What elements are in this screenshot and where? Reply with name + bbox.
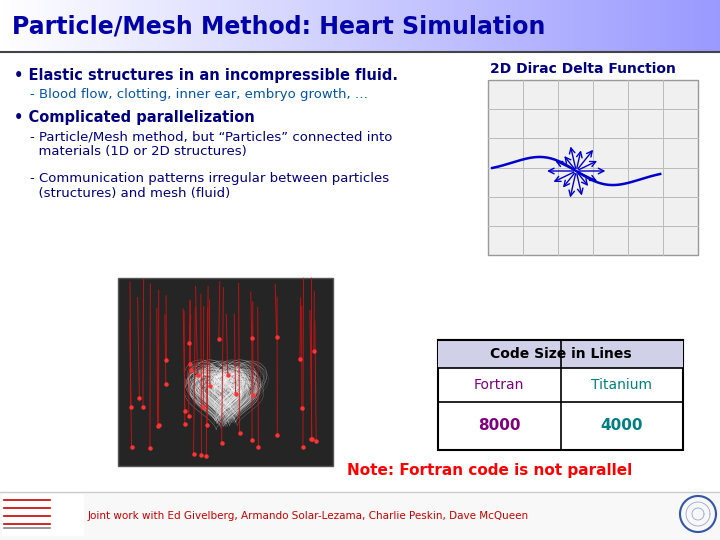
Text: • Elastic structures in an incompressible fluid.: • Elastic structures in an incompressibl… (14, 68, 398, 83)
Text: 4000: 4000 (600, 418, 643, 434)
Text: Particle/Mesh Method: Heart Simulation: Particle/Mesh Method: Heart Simulation (12, 14, 545, 38)
Text: • Complicated parallelization: • Complicated parallelization (14, 110, 255, 125)
Bar (488, 80, 698, 255)
Text: - Communication patterns irregular between particles
  (structures) and mesh (fl: - Communication patterns irregular betwe… (30, 172, 389, 200)
Text: - Blood flow, clotting, inner ear, embryo growth, …: - Blood flow, clotting, inner ear, embry… (30, 88, 368, 101)
Text: Note: Fortran code is not parallel: Note: Fortran code is not parallel (347, 462, 633, 477)
Bar (438, 340, 683, 368)
Text: Joint work with Ed Givelberg, Armando Solar-Lezama, Charlie Peskin, Dave McQueen: Joint work with Ed Givelberg, Armando So… (88, 511, 529, 521)
Bar (0, 492, 720, 540)
Text: Code Size in Lines: Code Size in Lines (490, 347, 631, 361)
Text: - Particle/Mesh method, but “Particles” connected into
  materials (1D or 2D str: - Particle/Mesh method, but “Particles” … (30, 130, 392, 158)
Bar (438, 340, 683, 450)
Text: 2D Dirac Delta Function: 2D Dirac Delta Function (490, 62, 676, 76)
Text: Titanium: Titanium (591, 378, 652, 392)
Bar (118, 278, 333, 466)
Text: Fortran: Fortran (474, 378, 524, 392)
Bar (2, 494, 84, 536)
Text: 8000: 8000 (478, 418, 521, 434)
